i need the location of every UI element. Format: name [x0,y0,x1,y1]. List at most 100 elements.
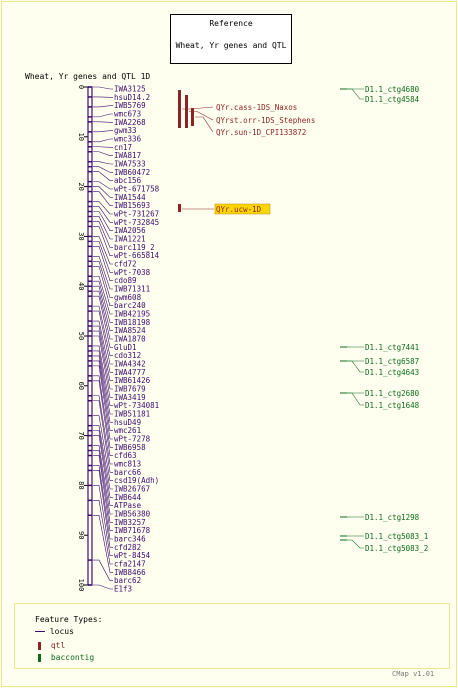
axis-tick-label: 30 [77,232,85,240]
locus-label[interactable]: hsuD49 [114,418,141,427]
map-title[interactable]: Wheat, Yr genes and QTL 1D [25,72,151,81]
locus-label[interactable]: csd19(Adh) [114,476,159,485]
locus-label[interactable]: barc62 [114,576,141,585]
locus-label[interactable]: wPt-7278 [114,435,151,444]
locus-label[interactable]: cdo312 [114,351,141,360]
locus-label[interactable]: ATPase [114,501,142,510]
locus-label[interactable]: IWA1870 [114,335,146,344]
contig-label[interactable]: D1.1_ctg1298 [365,513,420,522]
qtl-bar[interactable] [185,95,188,128]
locus-label[interactable]: wPt-671758 [114,185,160,194]
qtl-bar[interactable] [191,108,194,126]
locus-label[interactable]: IWB61426 [114,376,151,385]
contig-label[interactable]: D1.1_ctg6587 [365,357,419,366]
qtl-connector [195,116,214,133]
locus-connector [93,400,113,473]
locus-label[interactable]: barc66 [114,468,142,477]
locus-label[interactable]: IWB3257 [114,518,146,527]
locus-label[interactable]: IWB5769 [114,101,146,110]
locus-label[interactable]: wPt-8454 [114,551,151,560]
locus-label[interactable]: IWB15693 [114,201,150,210]
qtl-label[interactable]: QYrst.orr-1DS_Stephens [216,116,315,125]
locus-connector [93,216,113,240]
locus-label[interactable]: IWB51181 [114,410,150,419]
locus-label[interactable]: wmc336 [114,135,142,144]
locus-label[interactable]: IWB71311 [114,285,150,294]
locus-label[interactable]: IWA4342 [114,360,146,369]
locus-label[interactable]: cdo89 [114,276,137,285]
locus-connector [93,584,113,590]
locus-label[interactable]: wPt-732845 [114,218,159,227]
legend-locus: locus [35,627,74,636]
axis-tick-label: 0 [77,85,85,89]
locus-label[interactable]: wmc261 [114,426,141,435]
locus-label[interactable]: cfd63 [114,451,137,460]
locus-label[interactable]: wmc813 [114,460,141,469]
locus-label[interactable]: IWA7533 [114,160,146,169]
locus-label[interactable]: IWA1221 [114,235,146,244]
contig-label[interactable]: D1.1_ctg4584 [365,95,420,104]
locus-label[interactable]: IWA2056 [114,226,146,235]
locus-label[interactable]: IWB644 [114,493,142,502]
qtl-bar[interactable] [178,90,181,128]
locus-label[interactable]: wPt-665814 [114,251,160,260]
locus-label[interactable]: IWB71678 [114,526,151,535]
locus-label[interactable]: IWA2268 [114,118,146,127]
locus-label[interactable]: gwm608 [114,293,142,302]
locus-label[interactable]: cn17 [114,143,132,152]
locus-label[interactable]: barc346 [114,535,146,544]
qtl-label-highlighted[interactable]: QYr.ucw-1D [216,205,262,214]
legend-qtl-label: qtl [50,641,66,650]
locus-label[interactable]: IWB60472 [114,168,150,177]
contig-label[interactable]: D1.1_ctg2680 [365,389,420,398]
locus-label[interactable]: barc119_2 [114,243,155,252]
contig-label[interactable]: D1.1_ctg5083_2 [365,544,428,553]
locus-label[interactable]: IWA8524 [114,326,146,335]
locus-label[interactable]: cfa2147 [114,560,146,569]
locus-label[interactable]: IWA3125 [114,85,146,94]
qtl-label[interactable]: QYr.cass-1DS_Naxos [216,103,297,112]
comparative-map: 0102030405060708090100IWA3125hsuD14.2IWB… [77,85,428,594]
locus-label[interactable]: IWA817 [114,151,141,160]
contig-label[interactable]: D1.1_ctg4643 [365,368,419,377]
contig-connector [347,392,364,406]
contig-label[interactable]: D1.1_ctg7441 [365,343,419,352]
locus-label[interactable]: GluD1 [114,343,137,352]
contig-label[interactable]: D1.1_ctg1648 [365,401,420,410]
locus-connector [93,330,113,390]
locus-label[interactable]: wmc673 [114,110,141,119]
axis-tick-label: 100 [77,579,85,592]
locus-label[interactable]: IWA1544 [114,193,146,202]
locus-label[interactable]: IWA4777 [114,368,146,377]
locus-label[interactable]: IWA3419 [114,393,146,402]
locus-connector [93,375,113,448]
locus-label[interactable]: wPt-7038 [114,268,151,277]
locus-label[interactable]: IWB18198 [114,318,151,327]
locus-label[interactable]: wPt-734081 [114,401,159,410]
locus-label[interactable]: IWB56380 [114,510,151,519]
locus-label[interactable]: IWB26767 [114,485,150,494]
locus-label[interactable]: IWB6958 [114,443,146,452]
locus-connector [93,130,113,133]
locus-connector [93,365,113,440]
locus-label[interactable]: cfd72 [114,260,137,269]
contig-label[interactable]: D1.1_ctg4680 [365,85,420,94]
locus-label[interactable]: wPt-731267 [114,210,159,219]
locus-label[interactable]: barc240 [114,301,146,310]
reference-heading: Reference [209,19,253,28]
locus-connector [93,280,113,323]
locus-label[interactable]: abc156 [114,176,142,185]
contig-label[interactable]: D1.1_ctg5083_1 [365,532,428,541]
locus-label[interactable]: IWB8466 [114,568,146,577]
locus-label[interactable]: hsuD14.2 [114,93,150,102]
locus-label[interactable]: cfd282 [114,543,141,552]
locus-label[interactable]: gwm33 [114,126,137,135]
legend-contig-label: baccontig [50,653,95,662]
locus-label[interactable]: IWB7679 [114,385,146,394]
legend-qtl: qtl [35,641,65,650]
locus-connector [93,236,113,265]
qtl-bar[interactable] [178,204,181,212]
locus-label[interactable]: IWB42195 [114,310,150,319]
locus-label[interactable]: E1f3 [114,585,132,594]
qtl-label[interactable]: QYr.sun-1D_CPI133872 [216,128,306,137]
